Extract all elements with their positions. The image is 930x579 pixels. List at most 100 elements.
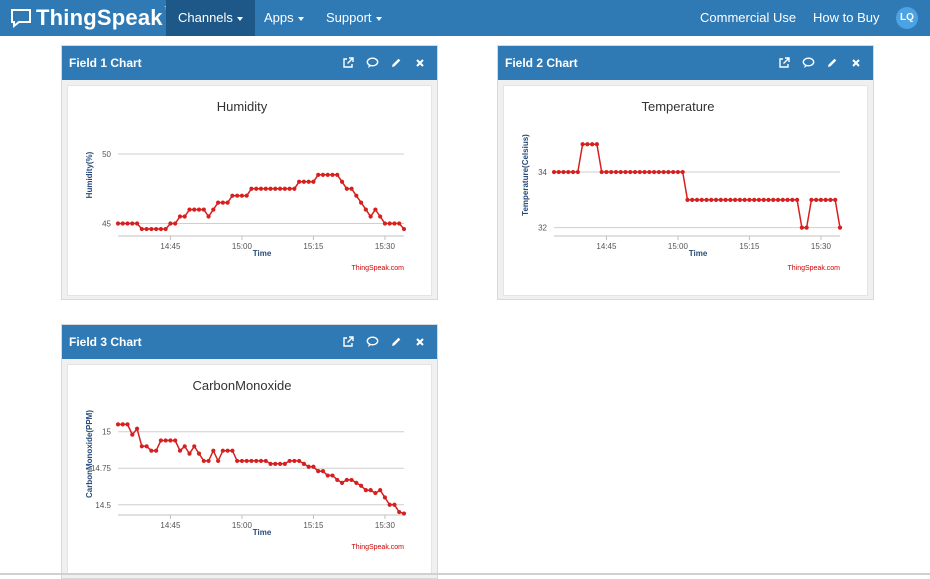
data-point[interactable] [244, 193, 249, 198]
data-point[interactable] [804, 225, 809, 230]
data-point[interactable] [378, 488, 383, 493]
data-point[interactable] [628, 169, 633, 175]
data-point[interactable] [187, 207, 192, 212]
external-link-icon[interactable] [341, 335, 355, 349]
data-point[interactable] [373, 490, 378, 496]
data-point[interactable] [728, 197, 733, 202]
chart-credit[interactable]: ThingSpeak.com [787, 265, 840, 272]
data-point[interactable] [277, 461, 283, 466]
data-point[interactable] [566, 169, 571, 175]
data-point[interactable] [258, 458, 264, 464]
data-point[interactable] [130, 221, 135, 226]
data-point[interactable] [120, 422, 125, 427]
data-point[interactable] [168, 221, 173, 226]
data-point[interactable] [325, 473, 330, 478]
data-point[interactable] [206, 458, 211, 464]
data-point[interactable] [287, 186, 292, 191]
data-point[interactable] [316, 469, 321, 474]
data-point[interactable] [254, 458, 259, 464]
data-point[interactable] [713, 197, 719, 202]
data-point[interactable] [344, 477, 349, 483]
data-point[interactable] [125, 221, 130, 226]
data-point[interactable] [795, 197, 800, 202]
data-point[interactable] [154, 448, 159, 453]
nav-commercial-use[interactable]: Commercial Use [700, 10, 797, 25]
data-point[interactable] [785, 197, 790, 202]
data-point[interactable] [392, 221, 397, 226]
data-point[interactable] [225, 200, 230, 205]
data-point[interactable] [656, 169, 661, 175]
data-point[interactable] [401, 226, 407, 232]
data-point[interactable] [220, 200, 225, 205]
data-point[interactable] [173, 221, 178, 226]
data-point[interactable] [134, 221, 140, 226]
data-point[interactable] [177, 448, 183, 453]
data-point[interactable] [177, 214, 183, 219]
data-point[interactable] [661, 169, 666, 175]
data-point[interactable] [201, 207, 206, 212]
data-point[interactable] [339, 480, 345, 485]
data-point[interactable] [401, 511, 407, 516]
data-point[interactable] [359, 483, 364, 488]
data-point[interactable] [163, 226, 168, 232]
data-point[interactable] [182, 214, 187, 219]
chart-credit[interactable]: ThingSpeak.com [351, 544, 404, 551]
data-point[interactable] [623, 169, 628, 175]
data-point[interactable] [761, 197, 766, 202]
data-point[interactable] [766, 197, 771, 202]
data-point[interactable] [594, 142, 599, 147]
data-point[interactable] [561, 169, 566, 175]
data-point[interactable] [823, 197, 828, 202]
data-point[interactable] [604, 169, 609, 175]
data-point[interactable] [363, 207, 368, 212]
data-point[interactable] [354, 193, 359, 198]
nav-support[interactable]: Support [314, 0, 394, 36]
data-point[interactable] [320, 469, 326, 474]
data-point[interactable] [609, 169, 614, 175]
external-link-icon[interactable] [777, 56, 791, 70]
data-point[interactable] [287, 458, 292, 464]
data-point[interactable] [397, 509, 402, 515]
data-point[interactable] [392, 502, 397, 507]
data-point[interactable] [273, 186, 278, 191]
data-point[interactable] [397, 221, 402, 226]
data-point[interactable] [368, 214, 373, 219]
data-point[interactable] [134, 426, 140, 431]
user-avatar[interactable]: LQ [896, 7, 918, 29]
data-point[interactable] [154, 226, 159, 232]
data-point[interactable] [201, 458, 206, 464]
data-point[interactable] [809, 197, 814, 202]
data-point[interactable] [799, 225, 804, 230]
data-point[interactable] [196, 451, 202, 456]
data-point[interactable] [387, 221, 392, 226]
data-point[interactable] [187, 451, 192, 456]
data-point[interactable] [771, 197, 776, 202]
data-point[interactable] [292, 458, 297, 464]
data-point[interactable] [590, 142, 595, 147]
data-point[interactable] [363, 488, 368, 493]
comment-icon[interactable] [365, 56, 379, 70]
data-point[interactable] [249, 186, 254, 191]
data-point[interactable] [206, 214, 211, 219]
data-point[interactable] [139, 444, 144, 449]
data-point[interactable] [737, 197, 742, 202]
data-point[interactable] [642, 169, 647, 175]
data-point[interactable] [647, 169, 652, 175]
data-point[interactable] [292, 186, 297, 191]
data-point[interactable] [216, 458, 221, 464]
data-point[interactable] [790, 197, 795, 202]
close-icon[interactable] [413, 56, 427, 70]
data-point[interactable] [756, 197, 762, 202]
data-point[interactable] [780, 197, 785, 202]
close-icon[interactable] [849, 56, 863, 70]
data-point[interactable] [239, 193, 245, 198]
data-point[interactable] [120, 221, 125, 226]
data-point[interactable] [144, 444, 149, 449]
data-point[interactable] [268, 186, 273, 191]
data-point[interactable] [306, 179, 311, 184]
data-point[interactable] [570, 169, 576, 175]
data-point[interactable] [613, 169, 619, 175]
data-point[interactable] [599, 169, 604, 175]
data-point[interactable] [618, 169, 623, 175]
data-point[interactable] [382, 495, 388, 500]
